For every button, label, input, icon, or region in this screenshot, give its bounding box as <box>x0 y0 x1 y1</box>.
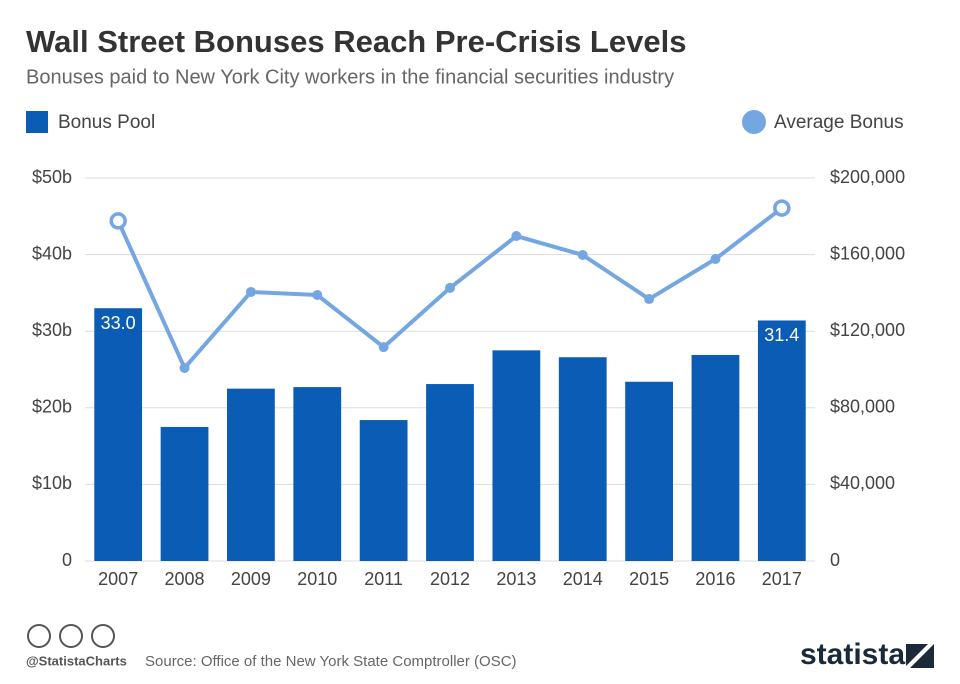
bar <box>227 388 275 561</box>
x-tick-label: 2010 <box>297 569 337 589</box>
line-marker <box>710 254 721 265</box>
y-tick-label: $20b <box>32 397 72 417</box>
by-icon <box>59 624 83 648</box>
legend-label: Average Bonus <box>774 112 904 133</box>
line-marker <box>511 231 522 242</box>
y2-tick-label: $200,000 <box>830 167 905 187</box>
bar <box>160 426 209 561</box>
x-tick-label: 2009 <box>231 569 271 589</box>
logo: statista <box>800 638 905 671</box>
y2-tick-label: $160,000 <box>830 243 905 263</box>
line-marker <box>445 282 455 293</box>
y-tick-label: 0 <box>62 550 72 570</box>
logo-icon <box>906 644 934 668</box>
y2-tick-label: 0 <box>830 550 840 570</box>
legend-swatch <box>26 111 48 133</box>
bar <box>558 357 607 561</box>
y2-tick-label: $40,000 <box>830 473 895 493</box>
bar <box>94 308 143 561</box>
y-tick-label: $30b <box>32 320 72 340</box>
x-tick-label: 2017 <box>762 569 802 589</box>
x-tick-label: 2008 <box>165 569 205 589</box>
footer: @StatistaCharts Source: Office of the Ne… <box>26 624 934 671</box>
handle: @StatistaCharts <box>26 653 127 668</box>
bar <box>293 387 342 561</box>
bar <box>426 384 474 561</box>
bar <box>757 320 806 561</box>
line-marker <box>245 286 256 297</box>
y2-tick-label: $80,000 <box>830 397 895 417</box>
y-tick-label: $40b <box>32 243 72 263</box>
x-tick-label: 2016 <box>695 569 735 589</box>
bar <box>492 350 541 561</box>
line-marker <box>577 249 588 260</box>
nd-icon <box>91 624 115 648</box>
chart-subtitle: Bonuses paid to New York City workers in… <box>26 66 674 88</box>
source: Source: Office of the New York State Com… <box>145 653 517 670</box>
line-marker <box>773 199 791 217</box>
line-marker <box>109 212 127 230</box>
value-label: 31.4 <box>764 325 799 345</box>
line-marker <box>378 342 389 353</box>
y-tick-label: $10b <box>32 473 72 493</box>
legend-swatch <box>742 110 766 134</box>
x-tick-label: 2007 <box>98 569 138 589</box>
cc-icon <box>27 624 51 648</box>
chart-title: Wall Street Bonuses Reach Pre-Crisis Lev… <box>26 24 686 59</box>
bar <box>691 354 740 561</box>
x-tick-label: 2015 <box>629 569 669 589</box>
x-tick-label: 2011 <box>364 569 403 589</box>
y2-tick-label: $120,000 <box>830 320 905 340</box>
line-marker <box>179 362 190 373</box>
bar <box>359 420 408 561</box>
line-marker <box>312 290 323 301</box>
x-tick-label: 2013 <box>496 569 536 589</box>
x-tick-label: 2012 <box>430 569 470 589</box>
y-tick-label: $50b <box>32 167 72 187</box>
value-label: 33.0 <box>101 313 136 333</box>
line-marker <box>644 294 655 305</box>
legend-label: Bonus Pool <box>58 112 155 133</box>
x-tick-label: 2014 <box>563 569 603 589</box>
bar <box>625 381 673 561</box>
